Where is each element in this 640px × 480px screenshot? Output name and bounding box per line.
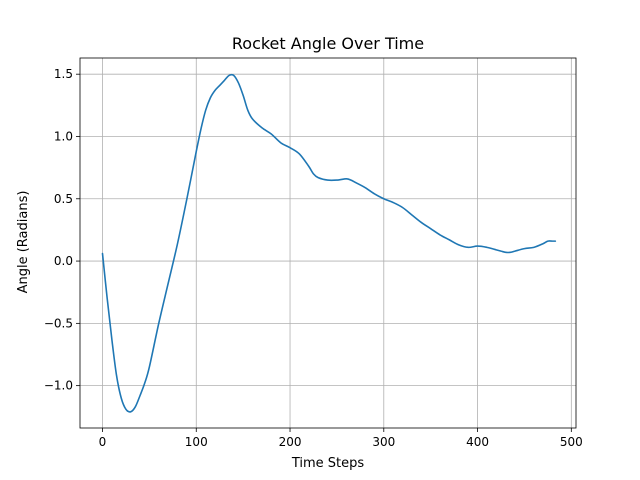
y-tick-label: 0.0 [54,254,73,268]
y-tick-label: −1.0 [44,379,73,393]
x-axis-label: Time Steps [291,456,365,471]
y-tick-label: 1.5 [54,67,73,81]
y-tick-label: 1.0 [54,129,73,143]
x-tick-label: 100 [185,435,208,449]
grid-lines [80,58,576,428]
series-group [101,73,557,413]
x-tick-label: 200 [279,435,302,449]
y-tick-label: 0.5 [54,192,73,206]
chart-title: Rocket Angle Over Time [232,34,424,53]
x-tick-label: 400 [466,435,489,449]
x-tick-label: 0 [99,435,107,449]
y-axis-label: Angle (Radians) [16,191,31,294]
plot-frame [79,57,577,429]
x-tick-label: 300 [372,435,395,449]
x-tick-label: 500 [560,435,583,449]
series-line [101,73,557,413]
axis-ticks: 0 100 200 300 400 500 −1.0 −0.5 0.0 0.5 1.0 1.5 [44,67,583,449]
y-tick-label: −0.5 [44,316,73,330]
